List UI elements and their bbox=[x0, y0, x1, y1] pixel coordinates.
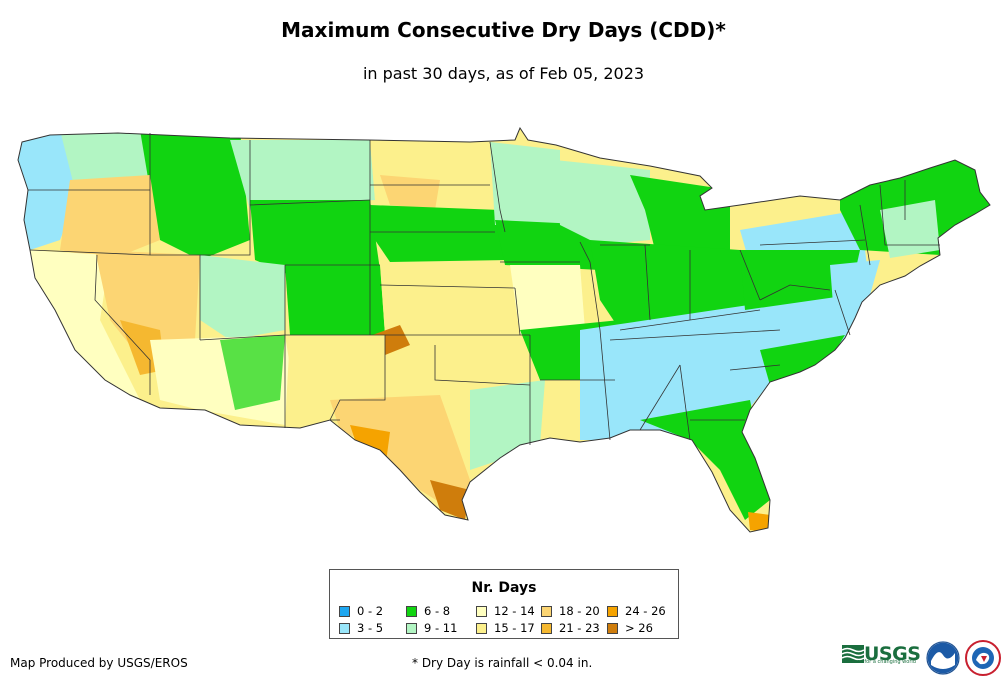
zone-minnesota bbox=[490, 142, 560, 225]
legend-item-9-11: 9 - 11 bbox=[406, 621, 457, 635]
us-cdd-map bbox=[17, 126, 991, 533]
noaa-logo-icon bbox=[926, 641, 960, 675]
legend-swatch bbox=[339, 622, 350, 634]
legend-item-3-5: 3 - 5 bbox=[339, 621, 383, 635]
legend-title: Nr. Days bbox=[471, 580, 537, 596]
zone-southeast-blue bbox=[580, 290, 860, 440]
legend-label: 18 - 20 bbox=[559, 604, 600, 618]
legend-item-21-23: 21 - 23 bbox=[541, 621, 600, 635]
zone-montana-green bbox=[230, 140, 375, 210]
zone-iowa-green bbox=[495, 220, 600, 270]
legend-item-24-26: 24 - 26 bbox=[607, 604, 666, 618]
legend-label: 0 - 2 bbox=[357, 604, 384, 618]
legend: Nr. Days 0 - 2 3 - 5 6 - 8 9 - 11 12 - 1… bbox=[329, 569, 679, 639]
map-subtitle: in past 30 days, as of Feb 05, 2023 bbox=[362, 64, 645, 83]
state-borders bbox=[17, 126, 991, 533]
zone-arizona-green bbox=[220, 335, 285, 410]
legend-swatch bbox=[607, 605, 618, 617]
dry-day-note: * Dry Day is rainfall < 0.04 in. bbox=[412, 656, 593, 670]
usgs-logo: USGS bbox=[842, 643, 921, 665]
legend-swatch bbox=[406, 622, 417, 634]
zone-wisconsin bbox=[555, 160, 650, 245]
zone-idaho-green bbox=[140, 130, 250, 260]
map-title: Maximum Consecutive Dry Days (CDD)* bbox=[281, 18, 726, 42]
zone-mid-atlantic-blue bbox=[830, 260, 880, 330]
legend-label: 15 - 17 bbox=[494, 621, 535, 635]
legend-item-0-2: 0 - 2 bbox=[339, 604, 383, 618]
zone-texas-east-green bbox=[470, 380, 545, 470]
zone-oklahoma bbox=[385, 330, 530, 400]
nws-logo-icon bbox=[965, 640, 1001, 676]
legend-swatch bbox=[541, 622, 552, 634]
legend-label: > 26 bbox=[625, 621, 653, 635]
zone-new-england-light bbox=[880, 200, 940, 258]
legend-item-15-17: 15 - 17 bbox=[476, 621, 535, 635]
legend-item-6-8: 6 - 8 bbox=[406, 604, 450, 618]
zone-texas-big-bend bbox=[350, 425, 390, 470]
legend-swatch bbox=[541, 605, 552, 617]
usgs-tagline: science for a changing world bbox=[844, 659, 916, 665]
zone-illinois-indiana-green bbox=[590, 240, 750, 330]
usgs-wave-icon bbox=[842, 645, 864, 663]
legend-item-gt-26: > 26 bbox=[607, 621, 653, 635]
legend-label: 3 - 5 bbox=[357, 621, 384, 635]
zone-wyoming-green bbox=[250, 200, 380, 275]
zone-colorado-green bbox=[285, 265, 385, 335]
zone-carolina-coast-green bbox=[760, 335, 845, 385]
legend-swatch bbox=[476, 622, 487, 634]
legend-swatch bbox=[339, 605, 350, 617]
agency-logos: USGS science for a changing world bbox=[842, 637, 1002, 681]
zone-missouri-yellow bbox=[510, 265, 585, 335]
zone-gulf-coast-green bbox=[640, 400, 770, 520]
zone-florida-tip-orange bbox=[748, 512, 770, 532]
zone-kansas-yellow bbox=[380, 262, 520, 335]
zone-oregon-yellow bbox=[60, 175, 160, 260]
legend-label: 6 - 8 bbox=[424, 604, 451, 618]
zone-utah-green bbox=[200, 255, 285, 340]
zone-california-light bbox=[25, 250, 140, 400]
map-credit: Map Produced by USGS/EROS bbox=[10, 656, 188, 670]
legend-item-12-14: 12 - 14 bbox=[476, 604, 535, 618]
legend-label: 12 - 14 bbox=[494, 604, 535, 618]
usgs-wordmark: USGS bbox=[864, 643, 921, 665]
legend-label: 21 - 23 bbox=[559, 621, 600, 635]
zone-dakota-orange bbox=[380, 175, 440, 210]
legend-label: 24 - 26 bbox=[625, 604, 666, 618]
legend-swatch bbox=[607, 622, 618, 634]
legend-swatch bbox=[476, 605, 487, 617]
legend-label: 9 - 11 bbox=[424, 621, 458, 635]
zone-nebraska-green bbox=[370, 205, 510, 262]
legend-item-18-20: 18 - 20 bbox=[541, 604, 600, 618]
legend-swatch bbox=[406, 605, 417, 617]
